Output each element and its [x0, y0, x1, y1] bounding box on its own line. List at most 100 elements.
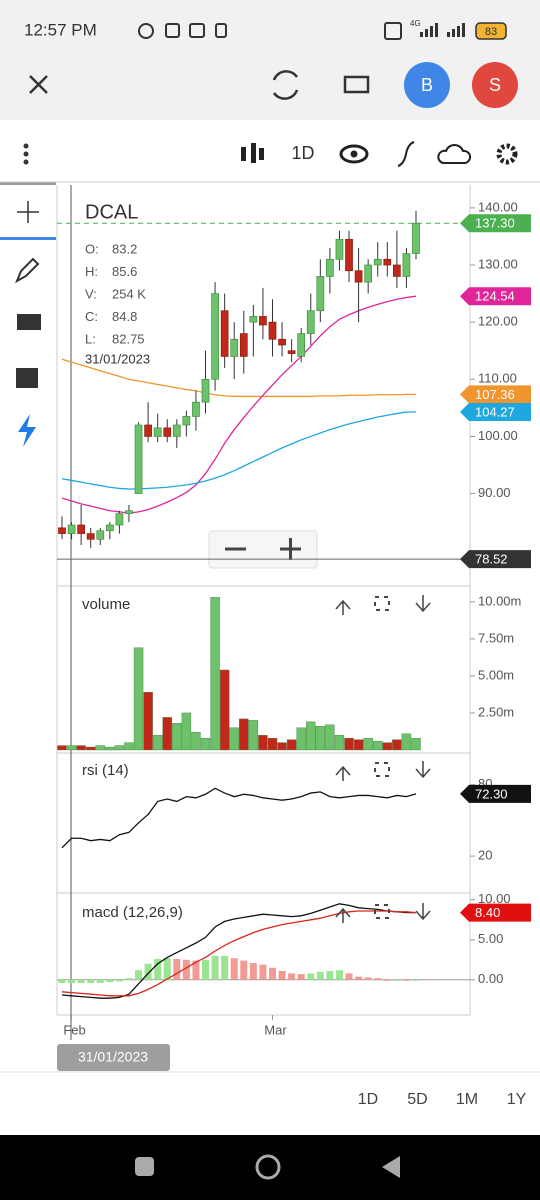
range-button[interactable]: 1Y [507, 1091, 527, 1108]
lightning-tool[interactable] [18, 414, 36, 447]
avatar-s[interactable] [472, 62, 518, 108]
histogram-bar [278, 971, 286, 980]
volume-bar [373, 740, 383, 751]
volume-bar [258, 734, 268, 751]
legend-value: 82.75 [112, 331, 145, 346]
candle-body [373, 258, 382, 266]
histogram-bar [393, 979, 401, 981]
legend-value: 83.2 [112, 241, 137, 256]
window-button[interactable] [343, 75, 370, 94]
candle-body [239, 333, 248, 357]
move-down[interactable] [415, 595, 431, 613]
range-button[interactable]: 1D [358, 1091, 378, 1108]
maximize[interactable] [374, 904, 390, 919]
candle-body [67, 524, 76, 534]
move-up[interactable] [335, 765, 351, 781]
histogram-bar [154, 959, 162, 980]
maximize[interactable] [374, 596, 390, 611]
volume-title: volume [82, 596, 130, 613]
volume-bar [162, 717, 172, 751]
move-down[interactable] [415, 761, 431, 779]
price-tag [460, 403, 531, 422]
histogram-bar [412, 979, 420, 981]
volume-bar [152, 734, 163, 751]
status-icons [138, 22, 402, 40]
y-tick-label: 10.00 [478, 891, 511, 906]
y-tick-label: 130.00 [478, 256, 518, 271]
tool-selected [0, 237, 56, 240]
eye-pupil [350, 150, 358, 158]
histogram-bar [316, 971, 324, 980]
interval[interactable]: 1D [291, 143, 314, 163]
chart-frame [0, 181, 540, 1016]
volume-bar [401, 733, 412, 751]
histogram-bar [125, 978, 133, 980]
legend-label: O: [85, 241, 99, 256]
date-badge [57, 1044, 170, 1071]
nav-home[interactable] [255, 1154, 281, 1180]
y-tick-label: 10.00m [478, 593, 521, 608]
price-tag [460, 214, 531, 233]
note-tool[interactable] [17, 314, 41, 330]
price-tag-label: 8.40 [475, 905, 500, 920]
volume-bar [143, 692, 153, 751]
avatar-b[interactable] [404, 62, 450, 108]
y-tick-label: 5.00m [478, 667, 514, 682]
legend-value: 84.8 [112, 309, 137, 324]
volume-bar [229, 727, 239, 751]
range-button[interactable]: 1M [456, 1091, 478, 1108]
histogram-bar [297, 974, 305, 980]
candle-body [412, 222, 420, 254]
move-up[interactable] [335, 599, 351, 615]
refresh-button[interactable] [272, 70, 299, 100]
x-tick-label: Mar [264, 1022, 287, 1037]
candle-body [306, 310, 315, 334]
maximize[interactable] [374, 762, 390, 777]
candle-body [230, 338, 239, 357]
list-tool[interactable] [16, 368, 38, 388]
network-type: 4G [410, 19, 421, 28]
volume-bar [363, 737, 373, 751]
volume-bar [411, 737, 421, 751]
menu-dots[interactable] [23, 143, 29, 165]
nav-recent[interactable] [135, 1157, 154, 1176]
legend-label: L: [85, 331, 96, 346]
candle-body [383, 258, 392, 266]
move-down[interactable] [415, 903, 431, 921]
candle-body [77, 524, 85, 534]
histogram-bar [173, 959, 181, 980]
close-button[interactable] [29, 75, 48, 94]
eye-icon[interactable] [339, 144, 369, 164]
histogram-bar [211, 955, 219, 980]
zoom-in[interactable] [280, 538, 301, 560]
range-button[interactable]: 5D [407, 1091, 427, 1108]
crosshair-tool[interactable] [17, 201, 39, 223]
histogram-bar [182, 959, 190, 980]
histogram-bar [355, 976, 363, 980]
price-tag [460, 784, 531, 803]
y-tick-label: 2.50m [478, 704, 514, 719]
macd-title: macd (12,26,9) [82, 904, 183, 921]
candles-icon[interactable] [241, 143, 264, 163]
volume-bar [86, 746, 96, 751]
candle-body [393, 264, 401, 277]
volume-bar [181, 712, 192, 751]
sidebar-top [0, 182, 56, 185]
histogram-bar [144, 963, 152, 980]
histogram-bar [192, 960, 200, 980]
volume-bar [382, 742, 392, 751]
draw-tool[interactable] [15, 257, 40, 284]
nav-back[interactable] [382, 1156, 400, 1178]
candle-body [326, 258, 334, 277]
move-up[interactable] [335, 907, 351, 923]
line-series [61, 787, 417, 849]
legend-label: H: [85, 264, 98, 279]
histogram-bar [364, 977, 372, 980]
volume-bar [191, 732, 201, 751]
fx-icon[interactable] [397, 141, 415, 167]
volume-bar [200, 737, 211, 751]
candle-body [163, 427, 172, 437]
settings-icon[interactable] [496, 143, 518, 165]
volume-bar [315, 726, 326, 751]
cloud-icon[interactable] [437, 144, 472, 164]
